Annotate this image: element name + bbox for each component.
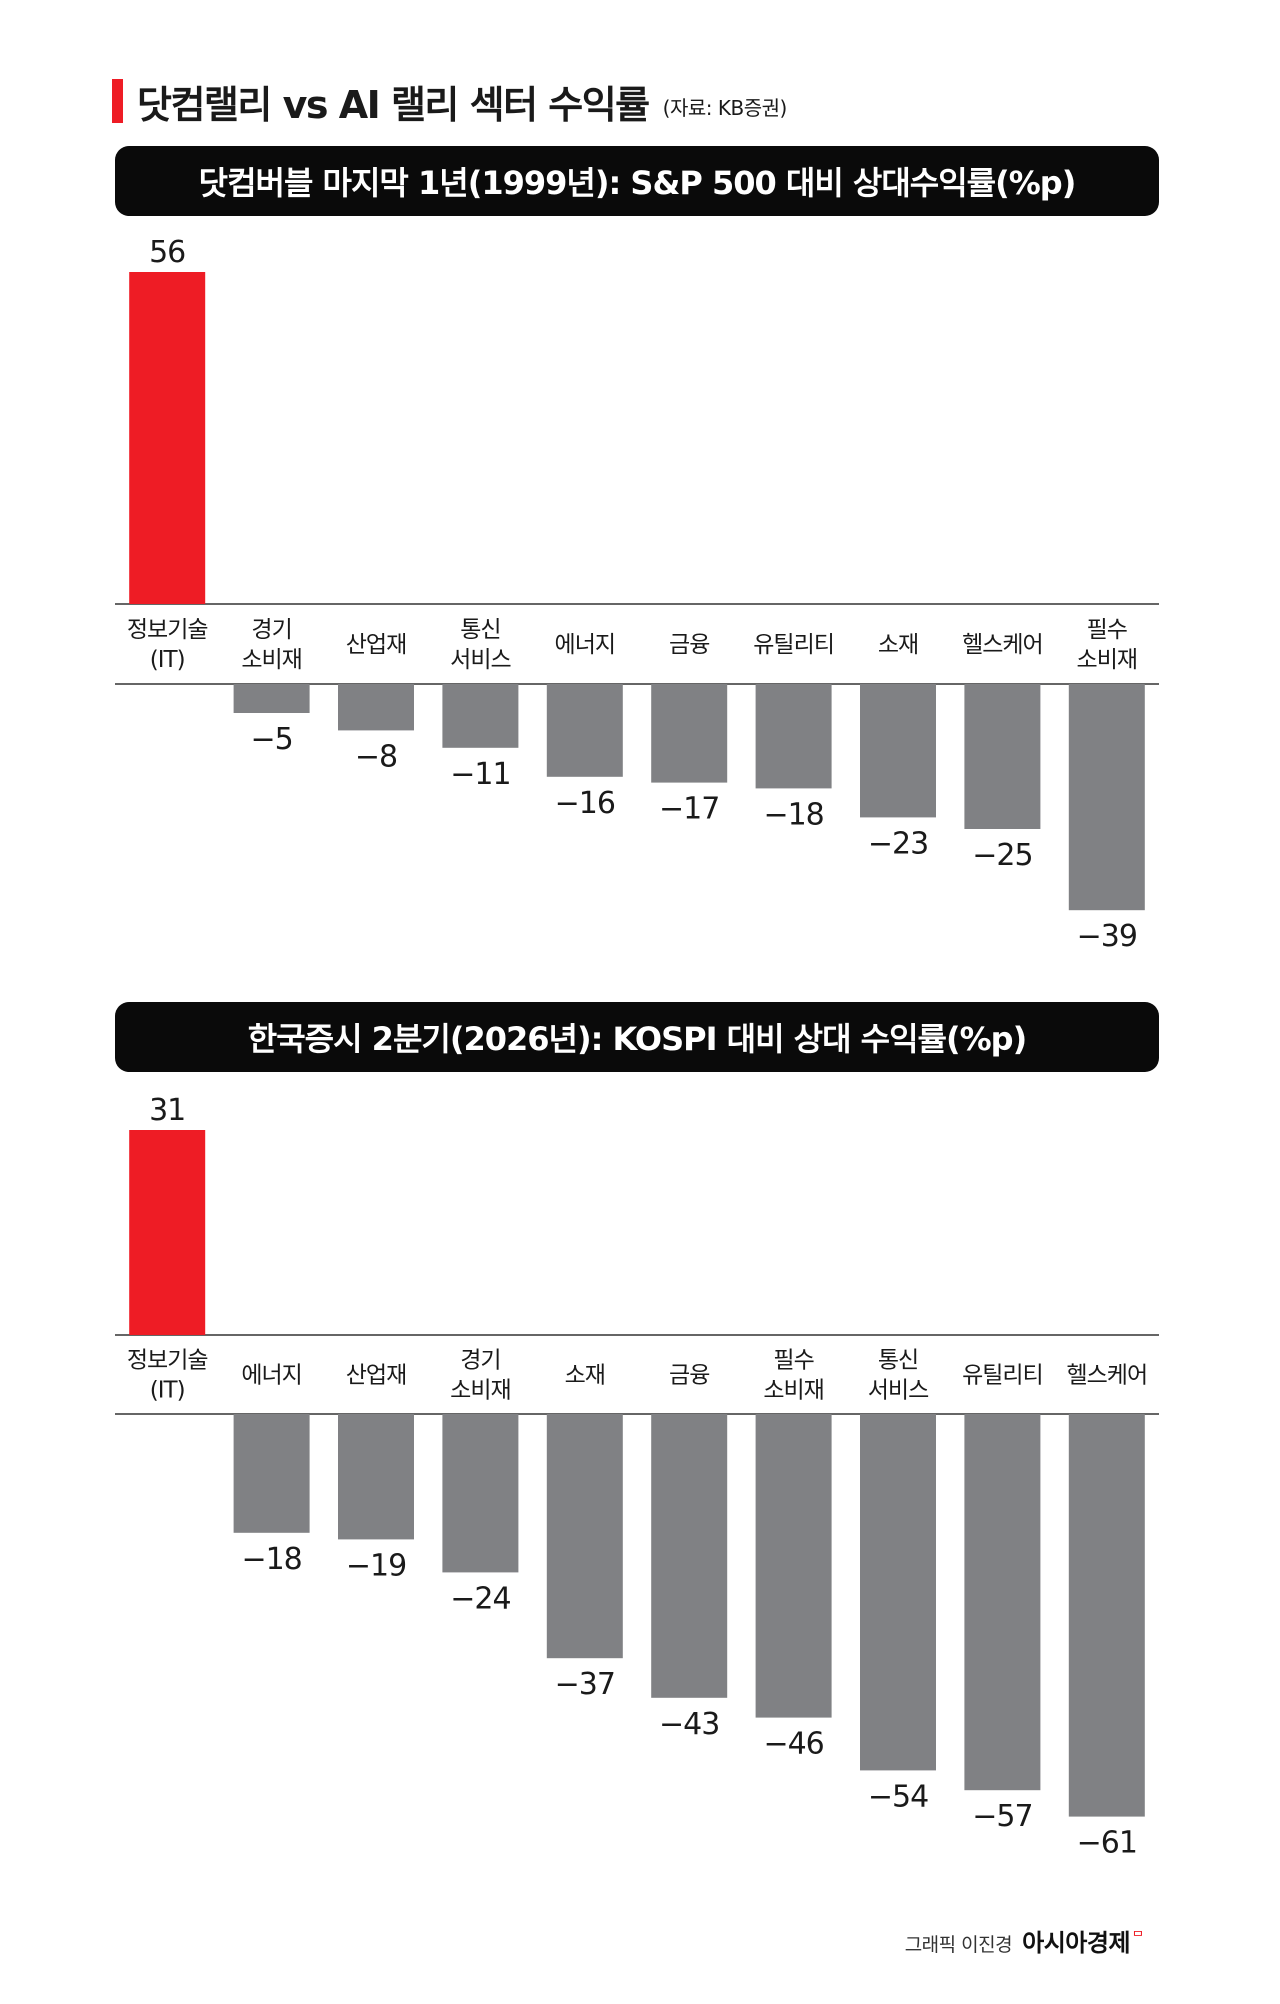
title-row: 닷컴랠리 vs AI 랠리 섹터 수익률 (자료: KB증권) [112, 76, 787, 126]
bar-9 [1069, 684, 1145, 910]
source-note: (자료: KB증권) [663, 92, 787, 121]
bar-1 [234, 684, 310, 713]
value-label-4: −37 [555, 1667, 615, 1702]
category-label-6: 필수 소비재 [763, 1348, 823, 1404]
value-label-6: −18 [763, 797, 823, 832]
credit-line: 그래픽 이진경 아시아경제 ᄆ [905, 1923, 1144, 1958]
bar-2 [338, 1414, 414, 1539]
category-label-1: 에너지 [241, 1363, 301, 1389]
bar-3 [442, 684, 518, 748]
value-label-7: −54 [868, 1779, 928, 1814]
category-label-2: 산업재 [346, 632, 406, 658]
bar-8 [964, 1414, 1040, 1790]
value-label-8: −57 [972, 1799, 1032, 1834]
category-label-4: 에너지 [555, 632, 615, 658]
bar-6 [756, 684, 832, 788]
category-label-7: 통신 서비스 [868, 1348, 928, 1404]
brand-mark-icon: ᄆ [1132, 1926, 1144, 1945]
value-label-1: −18 [241, 1542, 301, 1577]
bar-0 [129, 272, 205, 604]
bar-5 [651, 1414, 727, 1698]
bar-5 [651, 684, 727, 783]
bar-4 [547, 1414, 623, 1658]
category-label-2: 산업재 [346, 1363, 406, 1389]
bar-2 [338, 684, 414, 730]
category-label-9: 헬스케어 [1066, 1363, 1147, 1389]
category-label-8: 유틸리티 [962, 1363, 1043, 1389]
value-label-0: 56 [149, 235, 185, 270]
bar-0 [129, 1130, 205, 1335]
chart-2-bar-chart: 31 정보기술 (IT) −18 에너지 −19 산업재 −24 경기 소비재 −37 소재 −43 금융… [0, 1072, 1280, 1872]
value-label-5: −17 [659, 792, 719, 827]
bar-6 [756, 1414, 832, 1718]
bar-8 [964, 684, 1040, 829]
bar-9 [1069, 1414, 1145, 1817]
category-label-6: 유틸리티 [753, 632, 834, 658]
value-label-9: −39 [1077, 919, 1137, 954]
value-label-0: 31 [149, 1093, 185, 1128]
value-label-4: −16 [555, 786, 615, 821]
category-label-5: 금융 [669, 1363, 709, 1389]
bar-4 [547, 684, 623, 777]
value-label-3: −24 [450, 1581, 510, 1616]
category-label-7: 소재 [878, 632, 918, 658]
category-label-9: 필수 소비재 [1077, 617, 1137, 673]
bar-7 [860, 684, 936, 817]
value-label-5: −43 [659, 1707, 719, 1742]
value-label-7: −23 [868, 826, 928, 861]
value-label-6: −46 [763, 1727, 823, 1762]
bar-1 [234, 1414, 310, 1533]
category-label-0: 정보기술 (IT) [127, 617, 208, 673]
chart-1-bar-chart: 56 정보기술 (IT) −5 경기 소비재 −8 산업재 −11 통신 서비스 −16 에너지 −17 금… [0, 216, 1280, 976]
bar-3 [442, 1414, 518, 1572]
category-label-3: 통신 서비스 [450, 617, 510, 673]
value-label-2: −19 [346, 1548, 406, 1583]
category-label-3: 경기 소비재 [450, 1348, 510, 1404]
credit-text: 그래픽 이진경 [905, 1930, 1012, 1957]
value-label-1: −5 [250, 722, 292, 757]
page-title: 닷컴랠리 vs AI 랠리 섹터 수익률 [137, 74, 649, 129]
value-label-9: −61 [1077, 1826, 1137, 1861]
chart-2-title-banner: 한국증시 2분기(2026년): KOSPI 대비 상대 수익률(%p) [115, 1002, 1159, 1072]
value-label-2: −8 [355, 739, 397, 774]
title-accent-bar [112, 79, 123, 123]
brand-logo-text: 아시아경제 [1022, 1923, 1130, 1958]
category-label-4: 소재 [565, 1363, 605, 1389]
value-label-8: −25 [972, 838, 1032, 873]
category-label-8: 헬스케어 [962, 632, 1043, 658]
category-label-5: 금융 [669, 632, 709, 658]
chart-1-title-banner: 닷컴버블 마지막 1년(1999년): S&P 500 대비 상대수익률(%p) [115, 146, 1159, 216]
bar-7 [860, 1414, 936, 1770]
value-label-3: −11 [450, 757, 510, 792]
category-label-1: 경기 소비재 [241, 617, 301, 673]
category-label-0: 정보기술 (IT) [127, 1348, 208, 1404]
